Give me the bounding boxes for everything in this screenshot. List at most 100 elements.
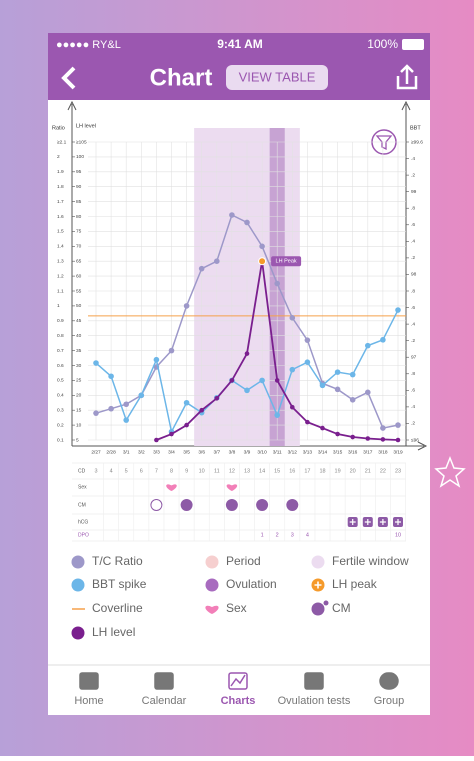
y2-tick-label: 45: [76, 318, 82, 324]
cd: 23: [395, 468, 401, 474]
y2-tick-label: 80: [76, 214, 82, 220]
tab-label[interactable]: Charts: [221, 695, 256, 707]
y-tick-label: 0.4: [57, 393, 64, 399]
back-button[interactable]: [61, 66, 76, 90]
point: [184, 422, 189, 428]
y-tick-label: 1.6: [57, 214, 64, 220]
y-tick-label: 0.5: [57, 378, 64, 384]
point: [304, 337, 311, 343]
y3-tick-label: .4: [411, 404, 415, 410]
point: [365, 389, 371, 396]
y3-tick-label: 97: [411, 354, 417, 360]
y3-tick-label: 99: [411, 189, 417, 195]
cd: 21: [365, 468, 371, 474]
cd: 13: [244, 468, 250, 474]
y2-tick-label: 55: [76, 288, 82, 294]
x-tick-label: 3/9: [244, 449, 251, 455]
x-tick-label: 3/18: [378, 449, 388, 455]
point: [154, 437, 159, 443]
y2-axis-title: LH level: [76, 123, 96, 129]
point: [290, 404, 295, 410]
tab-label[interactable]: Group: [374, 695, 405, 707]
tab-icon[interactable]: [79, 672, 99, 690]
title: Chart: [150, 64, 213, 91]
point: [395, 307, 401, 313]
y2-tick-label: 10: [76, 422, 82, 428]
x-tick-label: 3/17: [363, 449, 373, 455]
y-tick-label: 0.3: [57, 407, 64, 413]
cd: 10: [199, 468, 205, 474]
lh-peak-marker: [258, 257, 267, 266]
y-tick-label: 0.9: [57, 318, 64, 324]
point: [349, 371, 356, 378]
y3-tick-label: .2: [411, 338, 415, 344]
sex-mark: [226, 484, 238, 491]
carrier: ●●●●● RY&L: [56, 39, 121, 51]
y2-tick-label: ≥105: [76, 139, 87, 145]
point: [108, 373, 114, 380]
y-tick-label: 1.3: [57, 258, 64, 264]
charts-icon-line: [230, 674, 246, 687]
battery: 100%: [367, 37, 398, 51]
point: [183, 399, 190, 406]
x-tick-label: 3/3: [153, 449, 160, 455]
y-tick-label: 1.1: [57, 288, 64, 294]
x-tick-label: 3/5: [183, 449, 190, 455]
y2-tick-label: 100: [76, 154, 84, 160]
y2-tick-label: 35: [76, 348, 82, 354]
legend-icon: [311, 555, 325, 569]
point: [319, 382, 326, 389]
legend-label: CM: [332, 601, 351, 615]
x-tick-label: 3/2: [138, 449, 145, 455]
row-label: CD: [78, 468, 86, 474]
cd: 15: [274, 468, 280, 474]
y2-tick-label: 30: [76, 363, 82, 369]
point: [289, 315, 296, 321]
cd: 19: [335, 468, 341, 474]
row-label: DPO: [78, 532, 89, 538]
y2-tick-label: 20: [76, 393, 82, 399]
legend-label: Coverline: [92, 601, 143, 615]
legend-label: LH peak: [332, 577, 378, 591]
y-tick-label: 1.9: [57, 169, 64, 175]
y-tick-label: 1.7: [57, 199, 64, 205]
tab-icon[interactable]: [154, 672, 174, 690]
point: [305, 419, 310, 425]
favorite-star[interactable]: [434, 455, 466, 488]
y2-tick-label: 5: [76, 437, 79, 443]
cd: 20: [350, 468, 356, 474]
view-table-label[interactable]: VIEW TABLE: [239, 69, 316, 84]
point: [334, 386, 341, 393]
legend-label: Period: [226, 554, 261, 568]
sex-mark: [166, 484, 177, 491]
tab-label[interactable]: Ovulation tests: [278, 695, 351, 707]
point: [244, 351, 250, 356]
y2-tick-label: 50: [76, 303, 82, 309]
y3-tick-label: .8: [411, 205, 415, 211]
tab-icon[interactable]: [304, 672, 324, 690]
point: [259, 243, 265, 250]
y3-axis-title: BBT: [410, 125, 421, 131]
tab-label[interactable]: Calendar: [142, 695, 187, 707]
y3-tick-label: ≥99.6: [411, 139, 423, 145]
view-table-button[interactable]: [226, 65, 328, 90]
point: [168, 347, 175, 354]
dpo: 2: [276, 532, 279, 538]
y3-tick-label: .4: [411, 321, 415, 327]
legend-help: [323, 600, 329, 606]
point: [365, 342, 371, 349]
legend-icon: [205, 578, 219, 592]
tab-icon[interactable]: [228, 672, 248, 690]
share-button[interactable]: [396, 64, 418, 90]
dpo: 10: [395, 532, 401, 538]
dpo: 3: [291, 532, 294, 538]
tab-icon[interactable]: [379, 672, 399, 690]
x-tick-label: 3/15: [333, 449, 343, 455]
cd: 4: [110, 468, 113, 474]
tab-label[interactable]: Home: [74, 695, 103, 707]
y-tick-label: 0.1: [57, 437, 64, 443]
y-tick-label: 1.5: [57, 229, 64, 235]
cd: 11: [214, 468, 220, 474]
y2-tick-label: 75: [76, 229, 82, 235]
